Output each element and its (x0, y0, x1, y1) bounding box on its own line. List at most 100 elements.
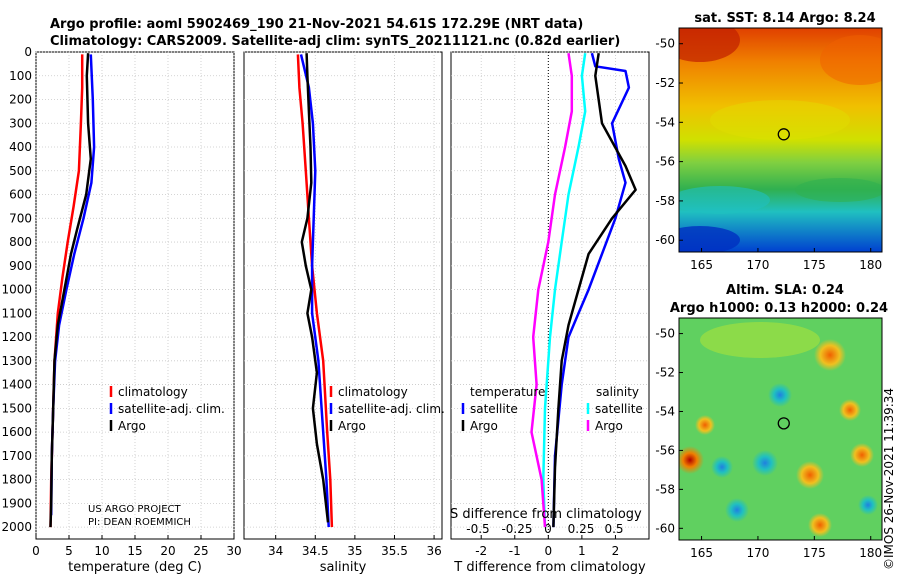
legend-label: Argo (595, 419, 623, 433)
series-temperature-satellite (552, 52, 631, 528)
salinity-legend: climatology satellite-adj. clim. Argo (329, 385, 445, 433)
x-tick-label: 15 (127, 544, 142, 558)
pi-annotation: PI: DEAN ROEMMICH (88, 517, 191, 528)
map-y-tick-label: -52 (655, 366, 675, 380)
depth-tick-label: 400 (9, 140, 32, 154)
series-argo (300, 53, 330, 523)
map-y-tick-label: -56 (655, 155, 675, 169)
depth-tick-label: 800 (9, 235, 32, 249)
sla-map-title: Altim. SLA: 0.24 (726, 283, 844, 298)
sst-float-marker (777, 128, 790, 141)
series-climatology (296, 54, 334, 528)
legend-label: satellite-adj. clim. (118, 402, 225, 416)
series-salinity-argo (530, 53, 574, 528)
sla-map-subtitle: Argo h1000: 0.13 h2000: 0.24 (670, 301, 888, 316)
depth-tick-label: 100 (9, 69, 32, 83)
legend-label: Argo (338, 419, 366, 433)
depth-tick-label: 1200 (1, 330, 32, 344)
difference-xlabel: T difference from climatology (453, 560, 646, 575)
map-x-tick-label: 165 (690, 546, 713, 560)
legend-label: climatology (338, 385, 408, 399)
map-y-tick-label: -52 (655, 76, 675, 90)
s-tick-label: 0.5 (604, 522, 623, 536)
x-tick-label: -1 (509, 544, 521, 558)
depth-tick-label: 1900 (1, 496, 32, 510)
map-x-tick-label: 170 (746, 546, 769, 560)
x-tick-label: 36 (426, 544, 441, 558)
x-tick-label: -2 (475, 544, 487, 558)
difference-panel (450, 51, 650, 540)
x-tick-label: 10 (94, 544, 109, 558)
x-tick-label: 34 (268, 544, 283, 558)
legend-label: satellite-adj. clim. (338, 402, 445, 416)
map-y-tick-label: -50 (655, 327, 675, 341)
depth-tick-label: 300 (9, 116, 32, 130)
legend-label: Argo (118, 419, 146, 433)
depth-tick-label: 1300 (1, 354, 32, 368)
map-y-tick-label: -58 (655, 482, 675, 496)
s-difference-xlabel: S difference from climatology (450, 507, 642, 522)
series-temperature-argo (552, 53, 637, 528)
difference-legend: temperature salinity satellite Argo sate… (461, 385, 643, 433)
legend-title-salinity: salinity (596, 385, 639, 399)
x-tick-label: 34.5 (302, 544, 329, 558)
sst-map-image (679, 28, 882, 252)
depth-tick-label: 500 (9, 164, 32, 178)
map-x-tick-label: 175 (803, 258, 826, 272)
x-tick-label: 25 (193, 544, 208, 558)
s-tick-label: -0.5 (466, 522, 489, 536)
map-x-tick-label: 170 (746, 258, 769, 272)
sla-map-image (679, 318, 882, 540)
map-x-tick-label: 180 (859, 258, 882, 272)
series-satellite-adj-clim- (299, 54, 330, 528)
map-y-tick-label: -60 (655, 233, 675, 247)
legend-title-temperature: temperature (470, 385, 545, 399)
x-tick-label: 5 (65, 544, 73, 558)
legend-label: climatology (118, 385, 188, 399)
depth-tick-label: 2000 (1, 520, 32, 534)
x-tick-label: 35 (347, 544, 362, 558)
salinity-xlabel: salinity (320, 560, 367, 575)
depth-tick-label: 0 (24, 45, 32, 59)
depth-tick-label: 600 (9, 188, 32, 202)
x-tick-label: 20 (160, 544, 175, 558)
salinity-panel (243, 51, 443, 540)
map-y-tick-label: -60 (655, 521, 675, 535)
depth-tick-label: 900 (9, 259, 32, 273)
legend-label: Argo (470, 419, 498, 433)
depth-tick-label: 1000 (1, 283, 32, 297)
depth-tick-label: 1500 (1, 401, 32, 415)
depth-tick-label: 1400 (1, 378, 32, 392)
map-y-tick-label: -54 (655, 404, 675, 418)
sst-map-title: sat. SST: 8.14 Argo: 8.24 (694, 11, 875, 26)
s-tick-label: 0.25 (568, 522, 595, 536)
sla-map-frame (678, 317, 883, 541)
sla-float-marker (777, 417, 790, 430)
legend-label: satellite (595, 402, 643, 416)
map-y-tick-label: -54 (655, 115, 675, 129)
depth-tick-label: 1600 (1, 425, 32, 439)
depth-tick-label: 1100 (1, 306, 32, 320)
legend-label: satellite (470, 402, 518, 416)
x-tick-label: 0 (32, 544, 40, 558)
series-salinity-satellite (542, 53, 587, 528)
depth-tick-label: 700 (9, 211, 32, 225)
map-x-tick-label: 165 (690, 258, 713, 272)
sst-map-frame (678, 27, 883, 253)
s-tick-label: 0 (544, 522, 552, 536)
temperature-xlabel: temperature (deg C) (68, 560, 202, 575)
footer-copyright: ©IMOS 26-Nov-2021 11:39:34 (882, 388, 896, 570)
x-tick-label: 35.5 (381, 544, 408, 558)
map-y-tick-label: -56 (655, 443, 675, 457)
depth-tick-label: 1800 (1, 473, 32, 487)
map-y-tick-label: -58 (655, 194, 675, 208)
x-tick-label: 1 (578, 544, 586, 558)
depth-tick-label: 200 (9, 93, 32, 107)
x-tick-label: 30 (226, 544, 241, 558)
depth-tick-label: 1700 (1, 449, 32, 463)
temperature-legend: climatology satellite-adj. clim. Argo (109, 385, 225, 433)
x-tick-label: 0 (545, 544, 553, 558)
map-y-tick-label: -50 (655, 37, 675, 51)
header-line1: Argo profile: aoml 5902469_190 21-Nov-20… (50, 17, 583, 32)
